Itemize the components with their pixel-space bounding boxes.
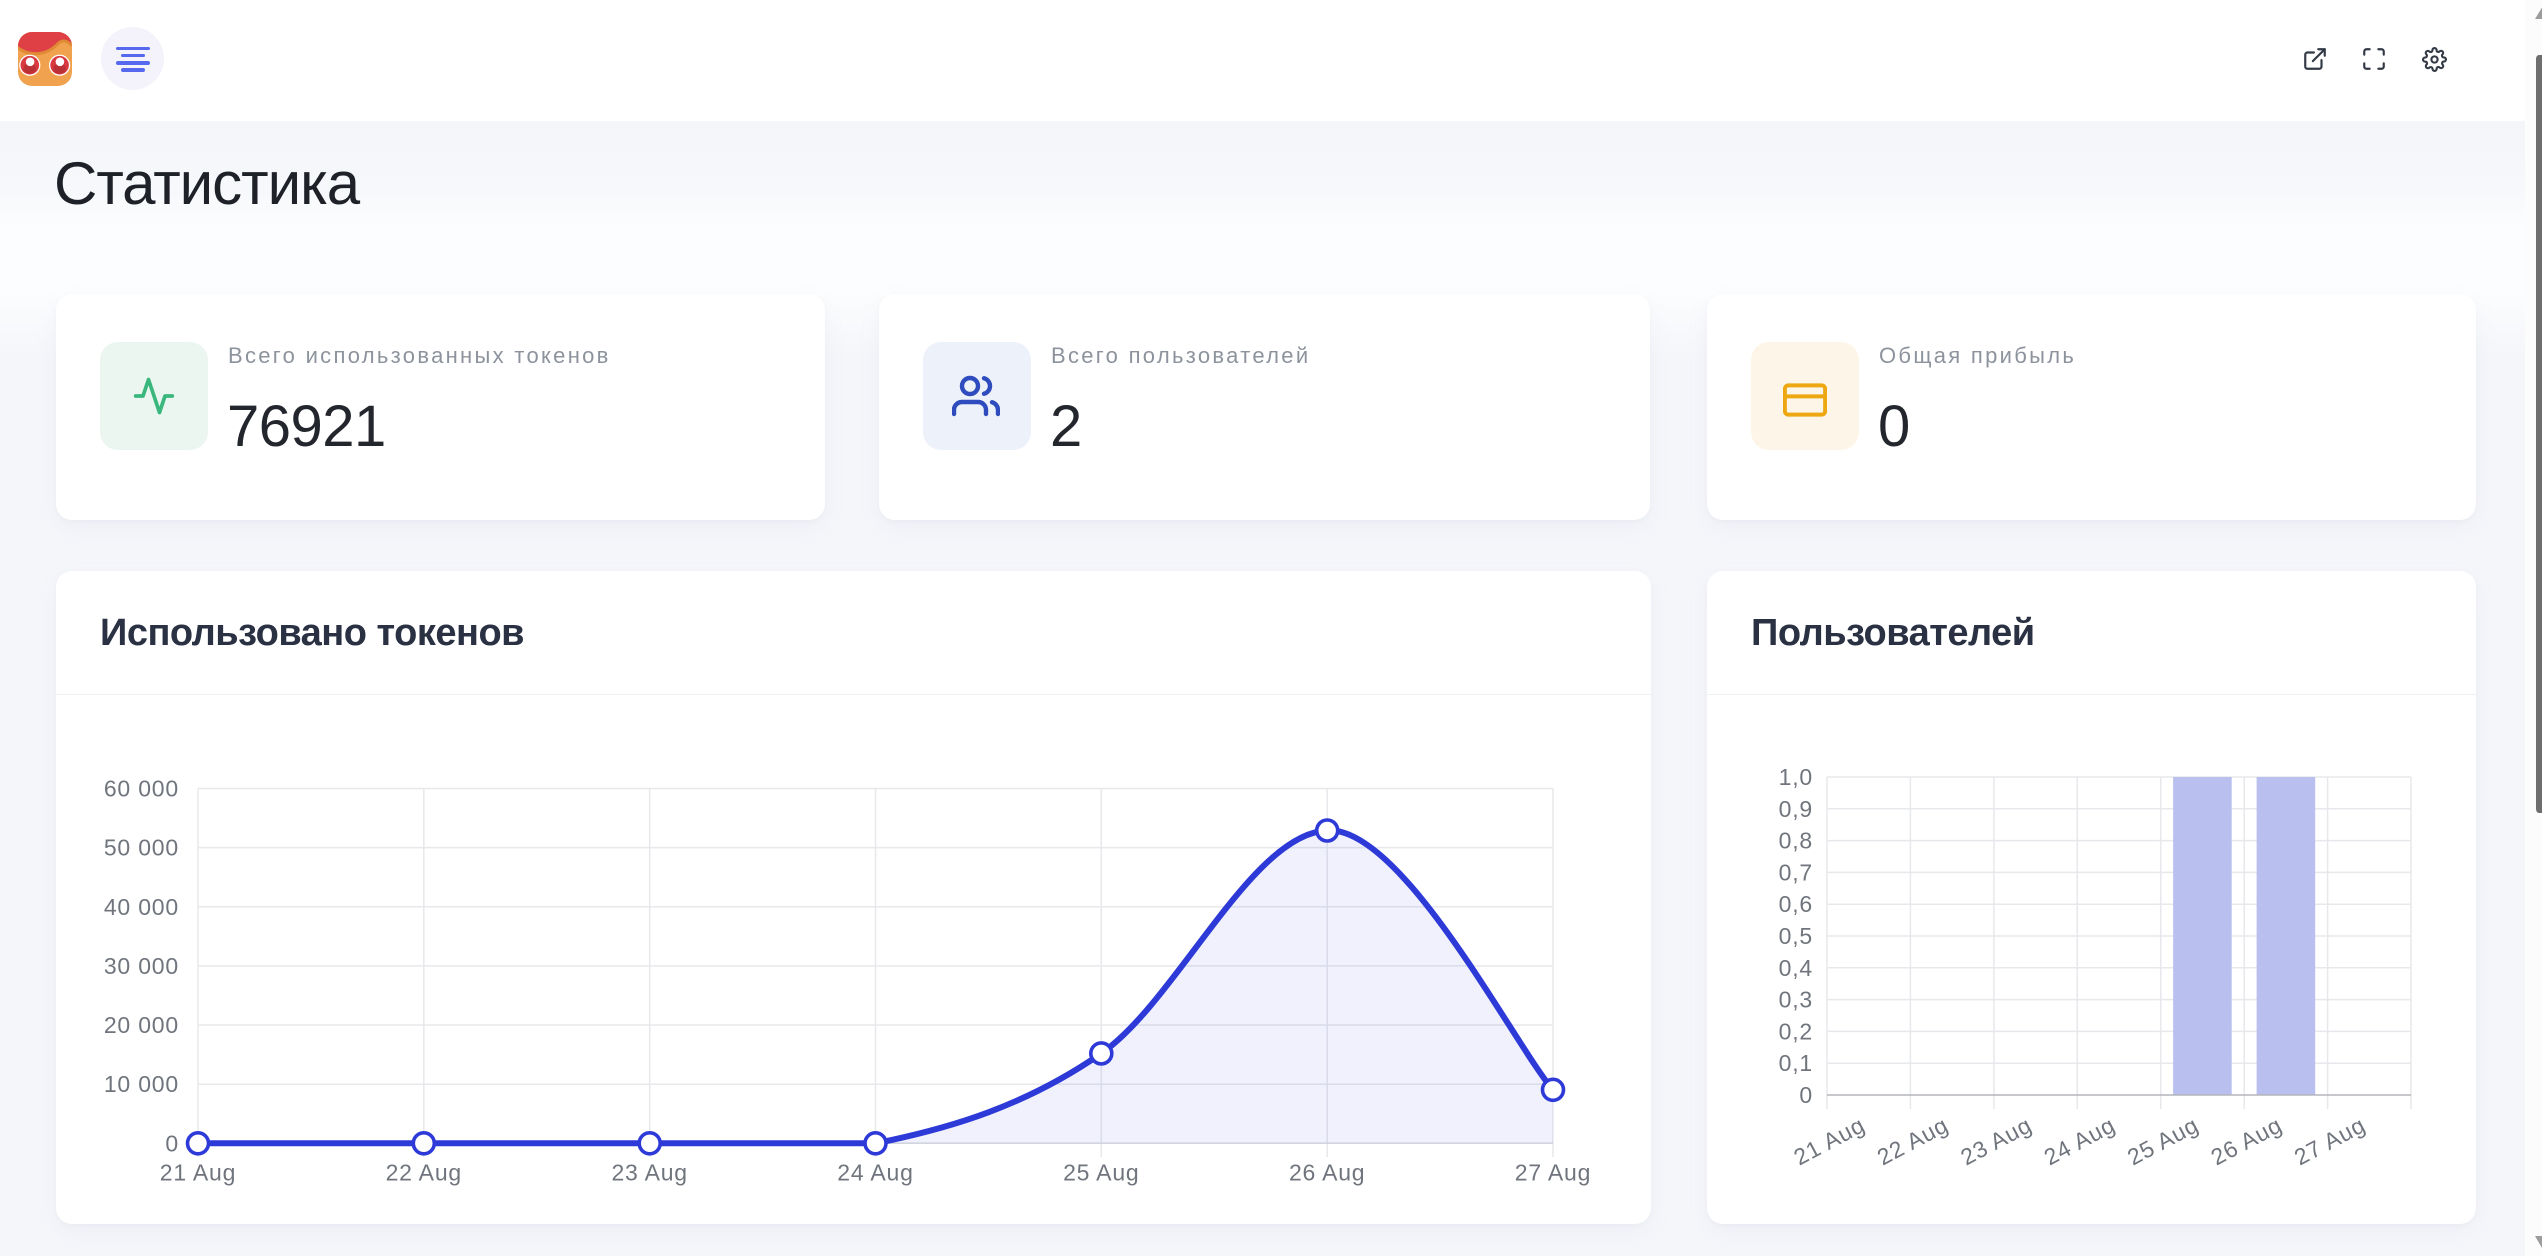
svg-text:24 Aug: 24 Aug [837, 1160, 913, 1186]
svg-text:21 Aug: 21 Aug [160, 1160, 236, 1186]
svg-text:22 Aug: 22 Aug [386, 1160, 462, 1186]
svg-text:0,7: 0,7 [1779, 859, 1813, 885]
svg-text:0,4: 0,4 [1779, 955, 1813, 981]
svg-text:60 000: 60 000 [104, 776, 179, 802]
svg-text:1,0: 1,0 [1779, 764, 1813, 790]
svg-text:0,6: 0,6 [1779, 891, 1813, 917]
svg-text:50 000: 50 000 [104, 835, 179, 861]
svg-text:21 Aug: 21 Aug [1789, 1111, 1869, 1170]
svg-text:23 Aug: 23 Aug [1956, 1111, 2036, 1170]
svg-text:0,5: 0,5 [1779, 923, 1813, 949]
svg-text:0,8: 0,8 [1779, 828, 1813, 854]
svg-text:40 000: 40 000 [104, 894, 179, 920]
svg-text:0,1: 0,1 [1779, 1050, 1813, 1076]
svg-text:23 Aug: 23 Aug [611, 1160, 687, 1186]
svg-text:10 000: 10 000 [104, 1071, 179, 1097]
svg-text:25 Aug: 25 Aug [2123, 1111, 2203, 1170]
svg-text:22 Aug: 22 Aug [1873, 1111, 1953, 1170]
svg-text:26 Aug: 26 Aug [1289, 1160, 1365, 1186]
svg-text:26 Aug: 26 Aug [2207, 1111, 2287, 1170]
svg-text:30 000: 30 000 [104, 953, 179, 979]
svg-text:0,2: 0,2 [1779, 1018, 1813, 1044]
svg-text:24 Aug: 24 Aug [2040, 1111, 2120, 1170]
svg-text:20 000: 20 000 [104, 1012, 179, 1038]
svg-text:27 Aug: 27 Aug [2290, 1111, 2370, 1170]
svg-text:0,9: 0,9 [1779, 796, 1813, 822]
svg-text:25 Aug: 25 Aug [1063, 1160, 1139, 1186]
svg-text:0: 0 [165, 1130, 179, 1156]
svg-text:0,3: 0,3 [1779, 987, 1813, 1013]
svg-text:0: 0 [1799, 1082, 1813, 1108]
svg-text:27 Aug: 27 Aug [1515, 1160, 1591, 1186]
